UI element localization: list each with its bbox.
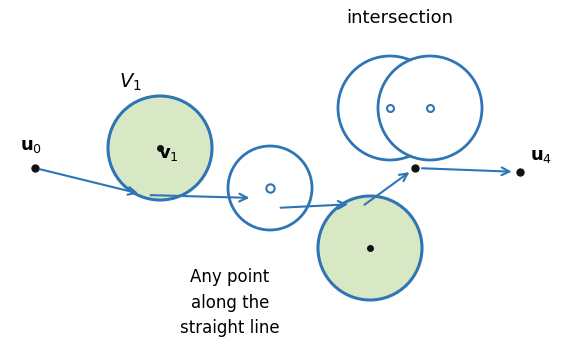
Circle shape: [338, 56, 442, 160]
Text: $\mathbf{u}_4$: $\mathbf{u}_4$: [530, 147, 552, 165]
Text: $\mathbf{v}_1$: $\mathbf{v}_1$: [158, 145, 179, 163]
Circle shape: [108, 96, 212, 200]
Text: intersection: intersection: [346, 9, 454, 27]
Text: Any point
along the
straight line: Any point along the straight line: [180, 268, 280, 337]
Circle shape: [378, 56, 482, 160]
Circle shape: [228, 146, 312, 230]
Text: $\mathbf{u}_0$: $\mathbf{u}_0$: [20, 137, 42, 155]
Text: $V_1$: $V_1$: [119, 71, 142, 93]
Circle shape: [318, 196, 422, 300]
